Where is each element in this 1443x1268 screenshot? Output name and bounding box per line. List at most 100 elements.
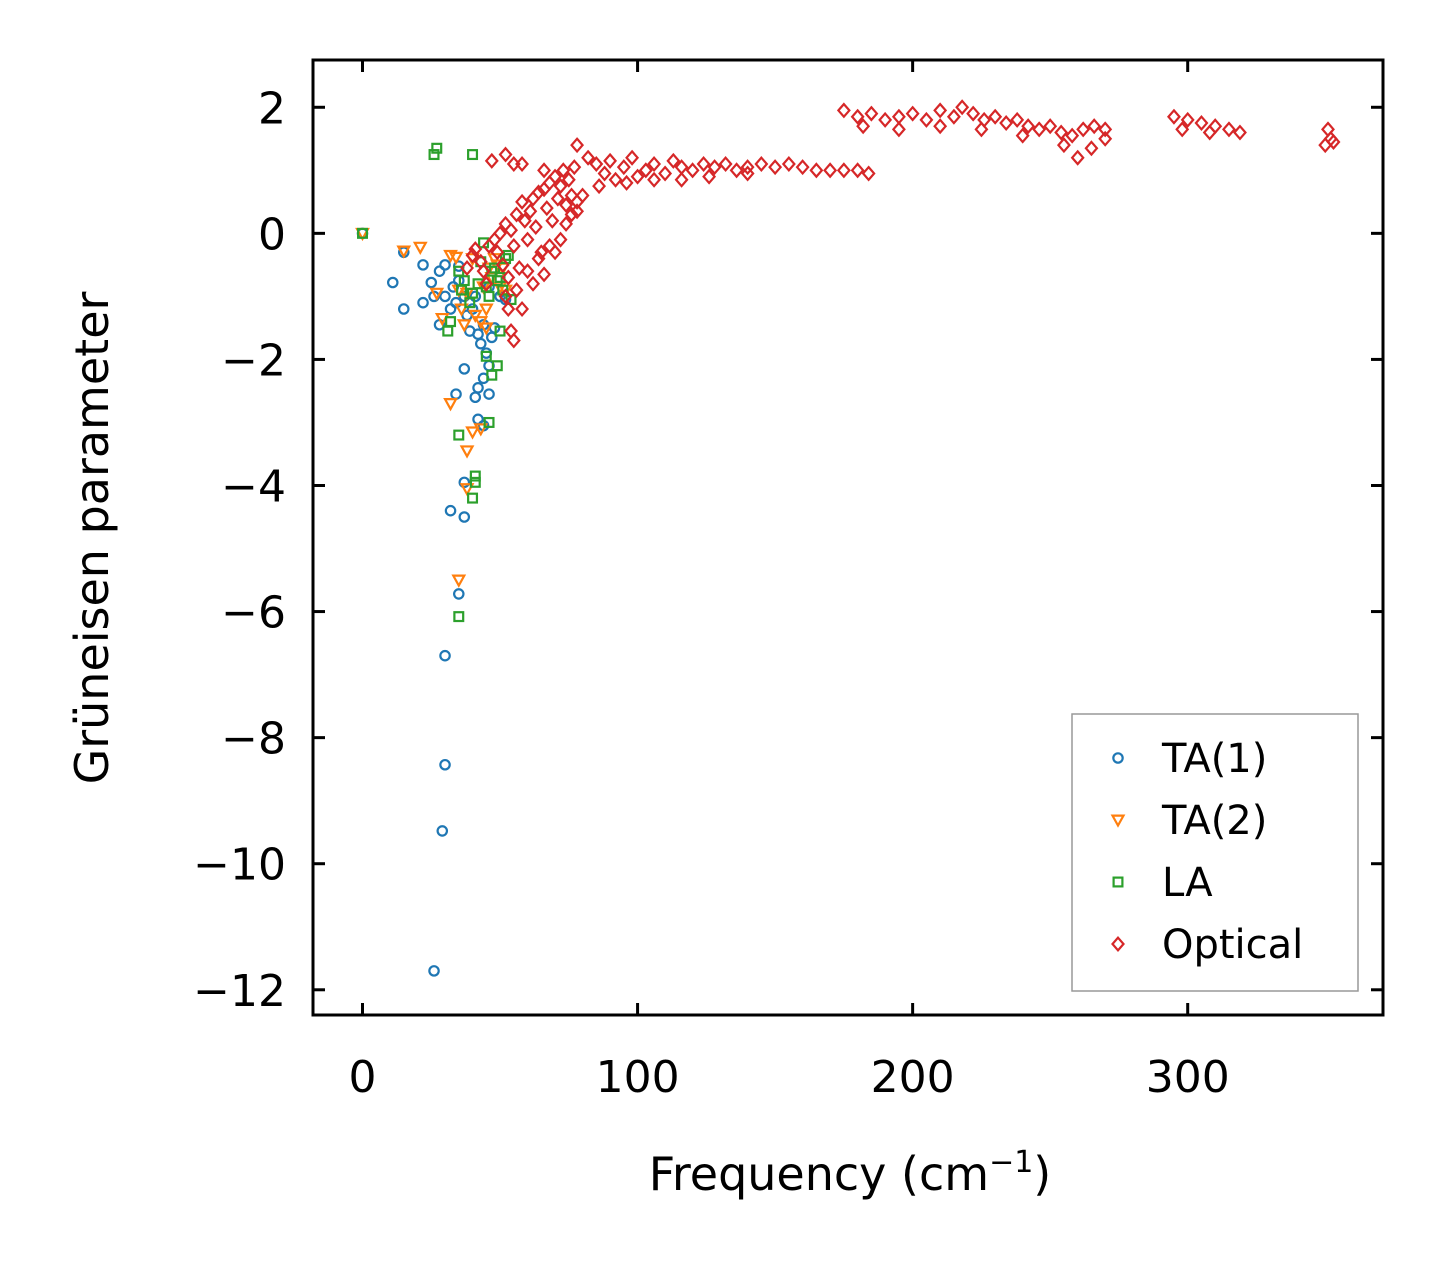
legend-box bbox=[1071, 713, 1359, 992]
x-axis-label: Frequency (cm−1) bbox=[649, 1145, 1052, 1201]
legend-label: TA(1) bbox=[1161, 736, 1267, 782]
data-point bbox=[434, 312, 450, 327]
data-point bbox=[616, 159, 631, 176]
data-point bbox=[436, 825, 449, 837]
data-point bbox=[520, 263, 535, 280]
data-point bbox=[491, 360, 503, 372]
data-point bbox=[702, 168, 717, 185]
data-point bbox=[397, 303, 410, 315]
series-optical bbox=[460, 99, 1341, 349]
data-point bbox=[999, 115, 1014, 132]
data-point bbox=[506, 237, 521, 254]
data-point bbox=[556, 162, 571, 179]
data-point bbox=[966, 105, 981, 122]
data-point bbox=[696, 156, 711, 173]
data-point bbox=[528, 219, 543, 236]
legend-marker bbox=[1112, 752, 1124, 764]
data-point bbox=[439, 758, 451, 771]
data-point bbox=[795, 159, 810, 176]
data-point bbox=[1202, 124, 1217, 141]
data-point bbox=[685, 162, 700, 179]
data-point bbox=[630, 168, 645, 185]
data-point bbox=[458, 511, 471, 523]
data-point bbox=[581, 149, 596, 166]
data-point bbox=[861, 165, 876, 182]
data-point bbox=[1180, 111, 1195, 128]
data-point bbox=[1098, 121, 1113, 138]
data-point bbox=[933, 102, 948, 119]
data-point bbox=[1233, 124, 1247, 141]
data-point bbox=[467, 492, 479, 504]
data-point bbox=[729, 162, 744, 179]
data-point bbox=[454, 303, 469, 317]
data-point bbox=[486, 265, 498, 277]
data-point bbox=[483, 416, 495, 428]
data-point bbox=[469, 470, 481, 482]
data-point bbox=[453, 611, 465, 623]
data-point bbox=[674, 171, 689, 188]
data-point bbox=[459, 445, 475, 459]
data-point bbox=[534, 244, 549, 261]
data-point bbox=[539, 200, 554, 217]
data-point bbox=[608, 171, 623, 188]
data-point bbox=[501, 269, 516, 286]
data-point bbox=[486, 369, 498, 381]
data-point bbox=[478, 322, 494, 336]
data-point bbox=[431, 142, 443, 154]
data-point bbox=[570, 137, 585, 154]
data-point bbox=[564, 206, 579, 223]
y-tick-label: 0 bbox=[258, 209, 286, 260]
data-point bbox=[476, 263, 491, 280]
data-point bbox=[443, 398, 458, 412]
data-point bbox=[515, 300, 530, 317]
data-point bbox=[575, 187, 590, 204]
y-tick-label: −10 bbox=[193, 840, 286, 891]
data-point bbox=[1021, 118, 1036, 135]
data-point bbox=[537, 266, 552, 283]
data-point bbox=[550, 190, 565, 207]
legend-marker bbox=[1112, 876, 1124, 888]
data-point bbox=[460, 260, 474, 277]
data-point bbox=[548, 244, 563, 261]
data-point bbox=[740, 165, 755, 182]
data-point bbox=[386, 276, 399, 289]
legend-marker bbox=[1110, 814, 1126, 828]
x-tick-label: 0 bbox=[349, 1052, 377, 1103]
data-point bbox=[469, 290, 482, 303]
data-point bbox=[597, 165, 612, 182]
data-point bbox=[512, 260, 527, 277]
data-point bbox=[456, 319, 472, 333]
data-point bbox=[458, 275, 470, 287]
data-point bbox=[1015, 127, 1030, 144]
data-point bbox=[483, 388, 495, 400]
legend: TA(1) TA(2) LA Optical bbox=[1071, 713, 1359, 992]
data-point bbox=[1166, 108, 1181, 125]
data-point bbox=[1175, 121, 1190, 138]
data-point bbox=[451, 574, 467, 588]
data-point bbox=[754, 156, 769, 173]
data-point bbox=[523, 203, 538, 220]
data-point bbox=[502, 249, 514, 261]
data-point bbox=[531, 250, 546, 267]
data-point bbox=[526, 275, 541, 292]
data-point bbox=[823, 162, 838, 179]
data-point bbox=[933, 118, 948, 135]
data-point bbox=[592, 178, 607, 195]
data-point bbox=[450, 296, 462, 309]
data-point bbox=[439, 649, 451, 662]
data-point bbox=[491, 275, 503, 287]
data-point bbox=[619, 174, 634, 191]
data-point bbox=[504, 222, 519, 239]
data-point bbox=[478, 303, 494, 317]
data-point bbox=[638, 162, 653, 179]
data-point bbox=[509, 282, 524, 299]
data-point bbox=[905, 105, 920, 122]
data-point bbox=[658, 165, 673, 182]
data-point bbox=[864, 105, 879, 122]
data-point bbox=[1098, 130, 1113, 147]
data-point bbox=[567, 159, 582, 176]
data-point bbox=[647, 171, 662, 188]
data-point bbox=[475, 337, 487, 350]
data-marks bbox=[355, 99, 1341, 977]
